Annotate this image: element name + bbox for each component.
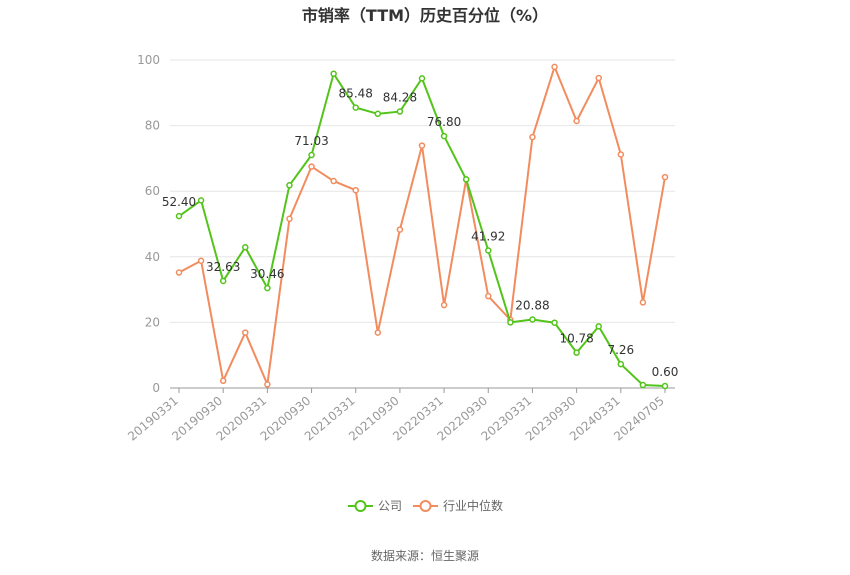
data-point	[352, 104, 359, 111]
data-point	[308, 163, 315, 170]
data-label: 32.63	[206, 260, 240, 274]
data-point	[595, 74, 602, 82]
data-point	[264, 284, 271, 292]
data-point	[242, 329, 249, 336]
data-label: 30.46	[250, 267, 284, 281]
data-point	[330, 70, 337, 78]
data-point	[374, 329, 382, 336]
data-label: 76.80	[427, 115, 461, 129]
y-tick-label: 80	[145, 119, 160, 133]
y-tick-label: 100	[137, 53, 160, 67]
data-point	[529, 133, 536, 141]
data-point	[551, 63, 558, 71]
y-tick-label: 60	[145, 184, 160, 198]
data-point	[551, 319, 558, 326]
data-label: 84.28	[383, 91, 417, 105]
data-point	[661, 382, 669, 390]
y-tick-label: 40	[145, 250, 160, 264]
legend-label: 公司	[378, 499, 402, 513]
data-point	[529, 316, 536, 323]
data-point	[175, 212, 183, 220]
legend: 公司 行业中位数	[348, 498, 503, 513]
data-point	[352, 186, 359, 194]
legend-label: 行业中位数	[443, 498, 503, 513]
data-label: 0.60	[652, 365, 679, 379]
data-point	[617, 360, 625, 368]
data-point	[639, 299, 647, 306]
grid-lines	[170, 59, 675, 323]
legend-swatch-marker	[419, 500, 432, 512]
data-point	[374, 110, 382, 118]
data-point	[418, 142, 426, 149]
data-point	[418, 75, 426, 82]
data-point	[264, 381, 271, 388]
data-point	[396, 226, 404, 233]
data-point	[219, 277, 227, 285]
data-point	[286, 215, 293, 223]
legend-item-industry-median[interactable]: 行业中位数	[413, 498, 503, 513]
data-point	[440, 301, 448, 309]
legend-swatch-marker	[354, 500, 367, 512]
data-point	[462, 176, 470, 183]
data-point	[396, 108, 404, 115]
y-tick-label: 20	[145, 315, 160, 329]
data-point	[197, 197, 205, 204]
data-label: 52.40	[162, 195, 196, 209]
data-point	[573, 117, 580, 125]
data-point	[485, 247, 492, 254]
data-label: 85.48	[339, 87, 373, 101]
data-point	[507, 319, 514, 326]
data-point	[219, 377, 227, 385]
source-note: 数据来源：恒生聚源	[371, 548, 479, 563]
data-point	[175, 269, 183, 276]
data-point	[573, 349, 580, 356]
data-label: 7.26	[607, 343, 634, 357]
data-labels: 52.40 32.63 30.46 71.03 85.48 84.28 76.80 41.92…	[162, 87, 679, 379]
data-point	[330, 177, 337, 185]
legend-item-company[interactable]: 公司	[348, 499, 402, 513]
data-point	[617, 151, 625, 158]
data-point	[661, 173, 669, 181]
data-point	[197, 257, 205, 264]
data-point	[440, 132, 448, 140]
data-label: 41.92	[471, 230, 505, 244]
data-point	[242, 244, 249, 251]
data-label: 10.78	[559, 332, 593, 346]
data-label: 71.03	[294, 134, 328, 148]
data-point	[485, 292, 492, 300]
series-lines	[175, 63, 669, 390]
chart-title: 市销率（TTM）历史百分位（%）	[302, 6, 548, 25]
data-point	[286, 182, 293, 189]
data-point	[639, 381, 647, 389]
data-label: 20.88	[515, 299, 549, 313]
data-point	[308, 151, 315, 159]
y-tick-label: 0	[152, 381, 160, 395]
data-point	[595, 323, 602, 330]
